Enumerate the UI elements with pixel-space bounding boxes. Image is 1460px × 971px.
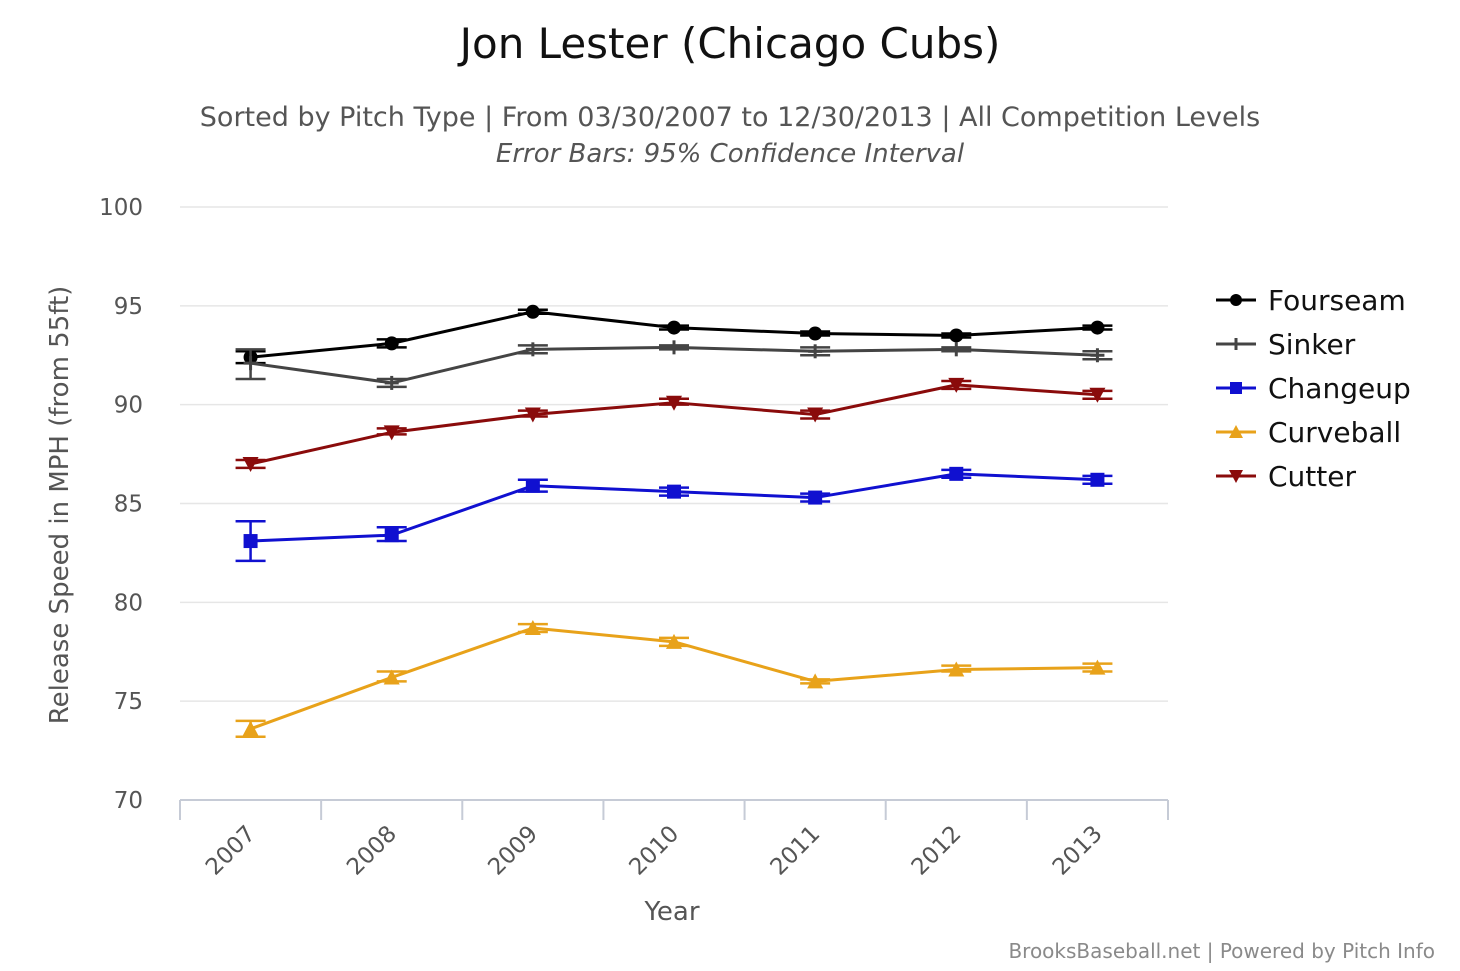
x-tick-label: 2007 (201, 821, 261, 881)
data-point-cutter (807, 407, 824, 423)
series-group (235, 304, 1113, 738)
credits-link[interactable]: BrooksBaseball.net | Powered by Pitch In… (1008, 939, 1435, 963)
data-point-changeup (808, 490, 823, 505)
data-point-cutter (666, 395, 682, 411)
data-point-sinker (667, 340, 681, 355)
legend-swatch-marker (1230, 338, 1242, 350)
series-sinker (235, 340, 1113, 390)
data-point-sinker (949, 342, 964, 357)
y-tick-label: 95 (114, 294, 143, 320)
data-point-curveball (666, 633, 682, 649)
y-tick-label: 85 (114, 492, 143, 518)
data-point-fourseam (1090, 320, 1105, 335)
data-point-curveball (1089, 659, 1106, 675)
legend-item-cutter[interactable]: Cutter (1216, 460, 1356, 493)
x-tick-label: 2009 (483, 821, 543, 881)
series-changeup (235, 466, 1113, 563)
series-line-changeup (250, 472, 1098, 543)
series-fourseam (235, 304, 1113, 365)
legend[interactable]: Fourseam Sinker Changeup Curveball Cutter (1216, 284, 1411, 493)
x-tick-label: 2008 (342, 821, 402, 881)
data-point-changeup (667, 484, 681, 499)
chart-title: Jon Lester (Chicago Cubs) (457, 19, 1001, 68)
y-tick-label: 75 (114, 689, 143, 715)
data-point-curveball (242, 720, 259, 736)
legend-item-sinker[interactable]: Sinker (1216, 328, 1356, 361)
data-point-sinker (1090, 348, 1105, 363)
data-point-sinker (384, 375, 399, 390)
data-point-fourseam (949, 328, 964, 343)
data-point-fourseam (384, 336, 399, 351)
data-point-curveball (948, 661, 965, 677)
data-point-cutter (524, 407, 541, 423)
data-point-cutter (242, 456, 259, 472)
data-point-fourseam (525, 304, 540, 319)
axes: 70 75 80 85 90 95 100 2007 2008 2009 2010 2011 2012 2… (99, 195, 1169, 881)
series-cutter (235, 377, 1113, 472)
data-point-changeup (949, 466, 964, 481)
data-point-changeup (525, 478, 540, 493)
series-curveball (235, 620, 1113, 738)
legend-item-curveball[interactable]: Curveball (1216, 416, 1401, 449)
data-point-sinker (808, 344, 823, 359)
data-point-sinker (243, 356, 258, 371)
y-tick-label: 90 (114, 393, 143, 419)
x-tick-label: 2013 (1048, 821, 1108, 881)
x-tick-label: 2012 (907, 821, 967, 881)
data-point-curveball (807, 673, 824, 689)
chart-subtitle: Sorted by Pitch Type | From 03/30/2007 t… (200, 102, 1260, 133)
data-point-changeup (384, 528, 399, 543)
data-point-changeup (1090, 472, 1105, 487)
data-point-cutter (948, 377, 965, 393)
y-tick-label: 80 (114, 590, 143, 616)
legend-label: Cutter (1268, 460, 1356, 493)
legend-item-fourseam[interactable]: Fourseam (1216, 284, 1406, 317)
data-point-fourseam (667, 320, 681, 335)
legend-swatch-marker (1229, 470, 1243, 483)
data-point-cutter (383, 425, 400, 441)
chart-error-bar-note: Error Bars: 95% Confidence Interval (496, 139, 965, 169)
legend-swatch-marker (1229, 425, 1243, 438)
y-tick-label: 70 (114, 788, 143, 814)
legend-label: Fourseam (1268, 284, 1406, 317)
y-axis-title: Release Speed in MPH (from 55ft) (45, 286, 75, 725)
legend-label: Curveball (1268, 416, 1401, 449)
x-tick-label: 2011 (766, 821, 826, 881)
legend-label: Changeup (1268, 372, 1411, 405)
legend-item-changeup[interactable]: Changeup (1216, 372, 1411, 405)
y-tick-label: 100 (99, 195, 143, 221)
x-tick-label: 2010 (624, 821, 684, 881)
data-point-changeup (243, 534, 258, 549)
x-axis-title: Year (643, 897, 699, 927)
data-point-curveball (383, 669, 400, 685)
legend-label: Sinker (1268, 328, 1356, 361)
data-point-fourseam (808, 326, 823, 341)
legend-swatch-marker (1230, 294, 1242, 306)
data-point-curveball (524, 620, 541, 636)
legend-swatch-marker (1230, 382, 1242, 394)
data-point-cutter (1089, 387, 1106, 403)
grid-lines (180, 206, 1168, 702)
data-point-sinker (525, 342, 540, 357)
